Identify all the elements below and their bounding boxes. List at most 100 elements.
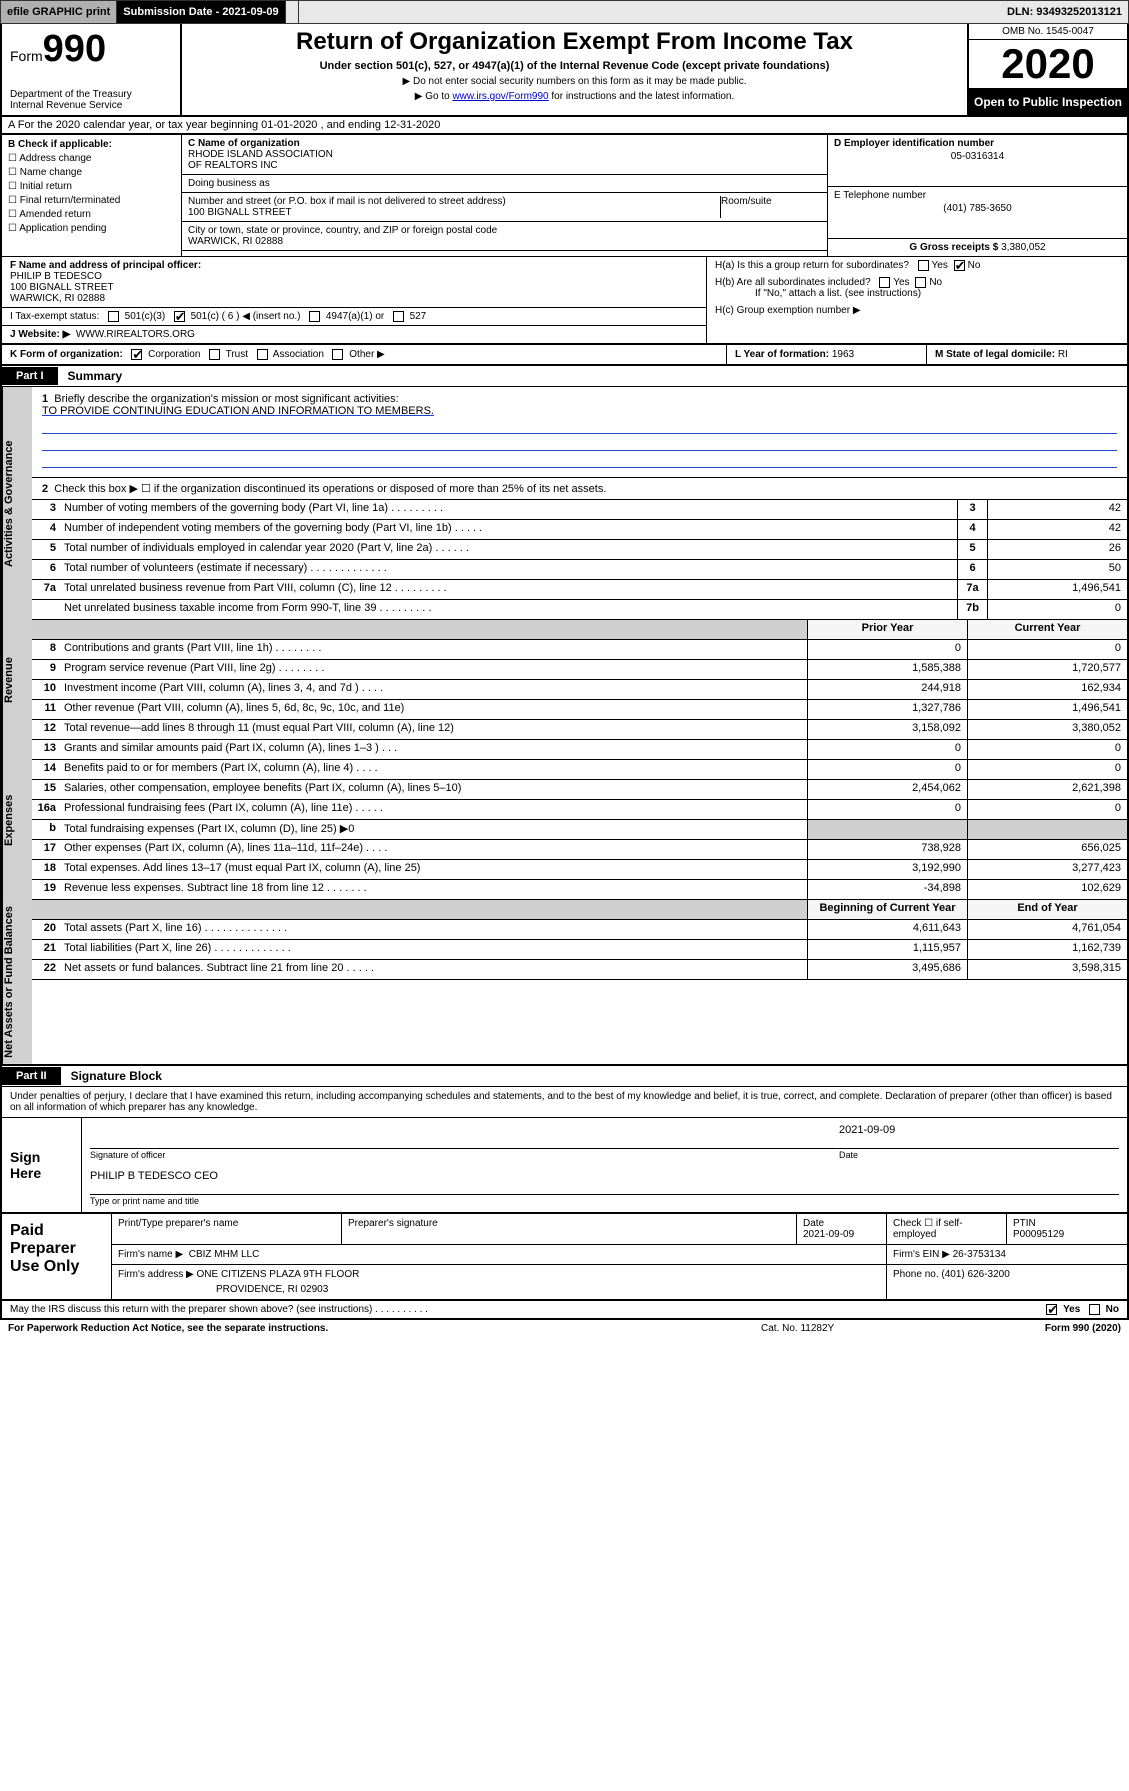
mid-info-grid: F Name and address of principal officer:… xyxy=(0,256,1129,345)
form-number-box: Form990 Department of the Treasury Inter… xyxy=(2,24,182,115)
expenses-body: 13Grants and similar amounts paid (Part … xyxy=(32,740,1127,900)
k-other[interactable] xyxy=(332,349,343,360)
summary-line: 9Program service revenue (Part VIII, lin… xyxy=(32,660,1127,680)
tel-label: E Telephone number xyxy=(834,190,926,201)
tax-year: 2020 xyxy=(969,40,1127,89)
prior-year-hdr: Prior Year xyxy=(807,620,967,639)
perjury-text: Under penalties of perjury, I declare th… xyxy=(2,1087,1127,1117)
box-d-e-g: D Employer identification number 05-0316… xyxy=(827,135,1127,256)
line-a-period: A For the 2020 calendar year, or tax yea… xyxy=(0,117,1129,135)
date-label: Date xyxy=(839,1150,1119,1160)
box-f: F Name and address of principal officer:… xyxy=(2,257,706,308)
summary-line: 12Total revenue—add lines 8 through 11 (… xyxy=(32,720,1127,740)
year-box: OMB No. 1545-0047 2020 Open to Public In… xyxy=(967,24,1127,115)
ein-cell: D Employer identification number 05-0316… xyxy=(828,135,1127,187)
k-assoc[interactable] xyxy=(257,349,268,360)
ein-label: D Employer identification number xyxy=(834,138,994,149)
city-label: City or town, state or province, country… xyxy=(188,225,497,236)
hc-row: H(c) Group exemption number ▶ xyxy=(707,302,1127,319)
sig-date: 2021-09-09 xyxy=(839,1124,1119,1136)
boy-hdr: Beginning of Current Year xyxy=(807,900,967,919)
check-4947[interactable] xyxy=(309,311,320,322)
q1: Briefly describe the organization's miss… xyxy=(54,393,398,405)
prep-date: Date2021-09-09 xyxy=(797,1214,887,1244)
part-1-title: Summary xyxy=(58,366,133,386)
check-501c[interactable] xyxy=(174,311,185,322)
hb-yes[interactable] xyxy=(879,277,890,288)
form-prefix: Form xyxy=(10,48,43,64)
firm-phone: Phone no. (401) 626-3200 xyxy=(887,1265,1127,1299)
box-l: L Year of formation: 1963 xyxy=(727,345,927,364)
org-name-2: OF REALTORS INC xyxy=(188,160,278,171)
form-subtitle: Under section 501(c), 527, or 4947(a)(1)… xyxy=(192,60,957,72)
dept-treasury: Department of the Treasury xyxy=(10,89,172,100)
check-initial-return[interactable]: ☐ Initial return xyxy=(8,181,175,192)
q2-row: 2 Check this box ▶ ☐ if the organization… xyxy=(32,478,1127,500)
ha-no[interactable] xyxy=(954,260,965,271)
part-1-wrap: Part I Summary Activities & Governance 1… xyxy=(0,366,1129,1066)
omb-number: OMB No. 1545-0047 xyxy=(969,24,1127,40)
street: 100 BIGNALL STREET xyxy=(188,207,292,218)
toolbar-spacer xyxy=(286,1,299,23)
dln: DLN: 93493252013121 xyxy=(1001,1,1128,23)
entity-info-grid: B Check if applicable: ☐ Address change … xyxy=(0,135,1129,256)
sign-here-row: Sign Here 2021-09-09 Signature of office… xyxy=(2,1117,1127,1212)
firm-address: Firm's address ▶ ONE CITIZENS PLAZA 9TH … xyxy=(112,1265,887,1299)
summary-line: bTotal fundraising expenses (Part IX, co… xyxy=(32,820,1127,840)
ssn-hint: ▶ Do not enter social security numbers o… xyxy=(192,76,957,87)
sig-fields: 2021-09-09 Signature of officerDate PHIL… xyxy=(82,1118,1127,1212)
part-1-header: Part I xyxy=(2,367,58,385)
check-amended-return[interactable]: ☐ Amended return xyxy=(8,209,175,220)
k-trust[interactable] xyxy=(209,349,220,360)
eoy-hdr: End of Year xyxy=(967,900,1127,919)
box-h: H(a) Is this a group return for subordin… xyxy=(707,257,1127,343)
prep-name-label: Print/Type preparer's name xyxy=(112,1214,342,1244)
side-governance: Activities & Governance xyxy=(2,387,32,620)
form-ref: Form 990 (2020) xyxy=(961,1323,1121,1334)
check-501c3[interactable] xyxy=(108,311,119,322)
footer: For Paperwork Reduction Act Notice, see … xyxy=(0,1320,1129,1337)
dba-cell: Doing business as xyxy=(182,175,827,193)
org-name-cell: C Name of organization RHODE ISLAND ASSO… xyxy=(182,135,827,175)
check-name-change[interactable]: ☐ Name change xyxy=(8,167,175,178)
self-employed: Check ☐ if self-employed xyxy=(887,1214,1007,1244)
discuss-no[interactable] xyxy=(1089,1304,1100,1315)
org-name-1: RHODE ISLAND ASSOCIATION xyxy=(188,149,333,160)
prep-sig-label: Preparer's signature xyxy=(342,1214,797,1244)
goto-hint: ▶ Go to www.irs.gov/Form990 for instruct… xyxy=(192,91,957,102)
k-corp[interactable] xyxy=(131,349,142,360)
summary-line: Net unrelated business taxable income fr… xyxy=(32,600,1127,620)
hb-row: H(b) Are all subordinates included? Yes … xyxy=(707,274,1127,302)
discuss-text: May the IRS discuss this return with the… xyxy=(10,1304,1043,1315)
net-header: Beginning of Current Year End of Year xyxy=(32,900,1127,920)
summary-line: 8Contributions and grants (Part VIII, li… xyxy=(32,640,1127,660)
side-revenue: Revenue xyxy=(2,620,32,740)
summary-line: 20Total assets (Part X, line 16) . . . .… xyxy=(32,920,1127,940)
paid-preparer-label: Paid Preparer Use Only xyxy=(2,1214,112,1299)
part-2-title: Signature Block xyxy=(61,1066,172,1086)
check-527[interactable] xyxy=(393,311,404,322)
summary-line: 5Total number of individuals employed in… xyxy=(32,540,1127,560)
name-title-label: Type or print name and title xyxy=(90,1196,839,1206)
box-k: K Form of organization: Corporation Trus… xyxy=(2,345,727,364)
discuss-row: May the IRS discuss this return with the… xyxy=(0,1301,1129,1320)
ha-yes[interactable] xyxy=(918,260,929,271)
summary-line: 19Revenue less expenses. Subtract line 1… xyxy=(32,880,1127,900)
goto-post: for instructions and the latest informat… xyxy=(549,91,735,102)
check-address-change[interactable]: ☐ Address change xyxy=(8,153,175,164)
check-final-return[interactable]: ☐ Final return/terminated xyxy=(8,195,175,206)
irs-link[interactable]: www.irs.gov/Form990 xyxy=(452,91,548,102)
check-application-pending[interactable]: ☐ Application pending xyxy=(8,223,175,234)
summary-line: 17Other expenses (Part IX, column (A), l… xyxy=(32,840,1127,860)
pra-notice: For Paperwork Reduction Act Notice, see … xyxy=(8,1323,761,1334)
summary-line: 13Grants and similar amounts paid (Part … xyxy=(32,740,1127,760)
efile-print-button[interactable]: efile GRAPHIC print xyxy=(1,1,117,23)
paid-preparer-body: Print/Type preparer's name Preparer's si… xyxy=(112,1214,1127,1299)
hb-no[interactable] xyxy=(915,277,926,288)
summary-line: 14Benefits paid to or for members (Part … xyxy=(32,760,1127,780)
discuss-yes[interactable] xyxy=(1046,1304,1057,1315)
box-i: I Tax-exempt status: 501(c)(3) 501(c) ( … xyxy=(2,308,706,326)
officer-name-title: PHILIP B TEDESCO CEO xyxy=(90,1170,1119,1182)
part-2-header: Part II xyxy=(2,1067,61,1085)
box-b-label: B Check if applicable: xyxy=(8,139,175,150)
